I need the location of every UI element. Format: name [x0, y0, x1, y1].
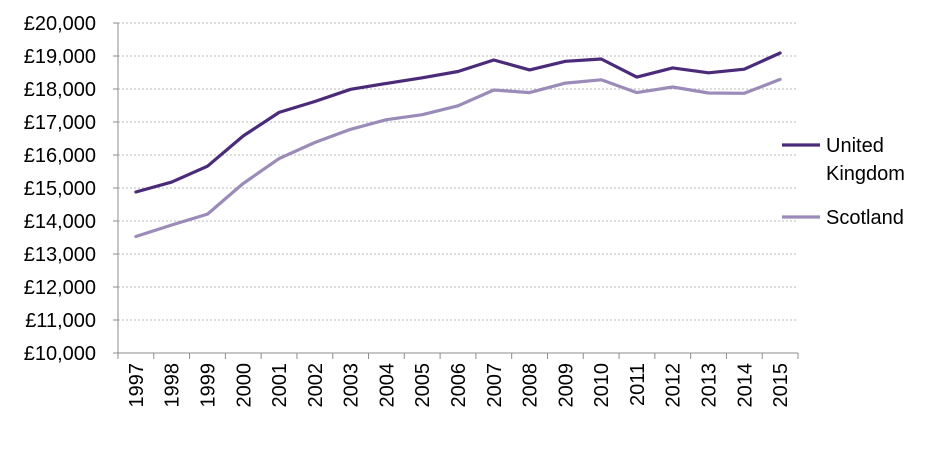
y-tick-label: £13,000	[24, 244, 96, 266]
y-tick-label: £10,000	[24, 343, 96, 365]
series-line	[134, 77, 782, 239]
x-tick-label: 2014	[734, 363, 756, 408]
x-tick-label: 2004	[376, 363, 398, 408]
x-tick-label: 2009	[555, 363, 577, 408]
x-tick-label: 2003	[341, 363, 363, 408]
x-tick-label: 2000	[233, 363, 255, 408]
x-tick-label: 2012	[663, 363, 685, 408]
x-tick-label: 2015	[770, 363, 792, 408]
y-tick-label: £18,000	[24, 79, 96, 101]
y-tick-label: £12,000	[24, 277, 96, 299]
series-lines	[134, 51, 782, 239]
y-tick-label: £17,000	[24, 112, 96, 134]
x-tick-label: 2006	[448, 363, 470, 408]
legend-label: Scotland	[826, 207, 904, 229]
x-tick-label: 1999	[197, 363, 219, 408]
legend: United Kingdom Scotland	[782, 135, 905, 229]
x-tick-label: 1997	[126, 363, 148, 408]
gridlines	[118, 22, 798, 321]
y-tick-label: £14,000	[24, 211, 96, 233]
legend-label: Kingdom	[826, 163, 905, 185]
legend-label: United	[826, 135, 884, 157]
y-tick-label: £16,000	[24, 145, 96, 167]
x-tick-label: 2002	[305, 363, 327, 408]
y-axis-tick-labels: £10,000 £11,000 £12,000 £13,000 £14,000 £15,0…	[24, 13, 96, 365]
x-axis-tick-labels: 1997 1998 1999 2000 2001 2002 2003 2004 2005 2006…	[126, 363, 792, 408]
y-tick-label: £20,000	[24, 13, 96, 35]
x-tick-label: 2011	[627, 363, 649, 406]
y-tick-label: £19,000	[24, 46, 96, 68]
x-tick-label: 2005	[412, 363, 434, 408]
axes	[113, 22, 799, 359]
y-tick-label: £11,000	[25, 310, 96, 332]
x-tick-label: 1998	[162, 363, 184, 408]
y-tick-label: £15,000	[24, 178, 96, 200]
x-tick-label: 2010	[591, 363, 613, 408]
x-tick-label: 2001	[269, 363, 291, 408]
x-tick-label: 2013	[699, 363, 721, 408]
x-tick-label: 2007	[484, 363, 506, 408]
series-line	[134, 51, 782, 194]
x-tick-label: 2008	[520, 363, 542, 408]
